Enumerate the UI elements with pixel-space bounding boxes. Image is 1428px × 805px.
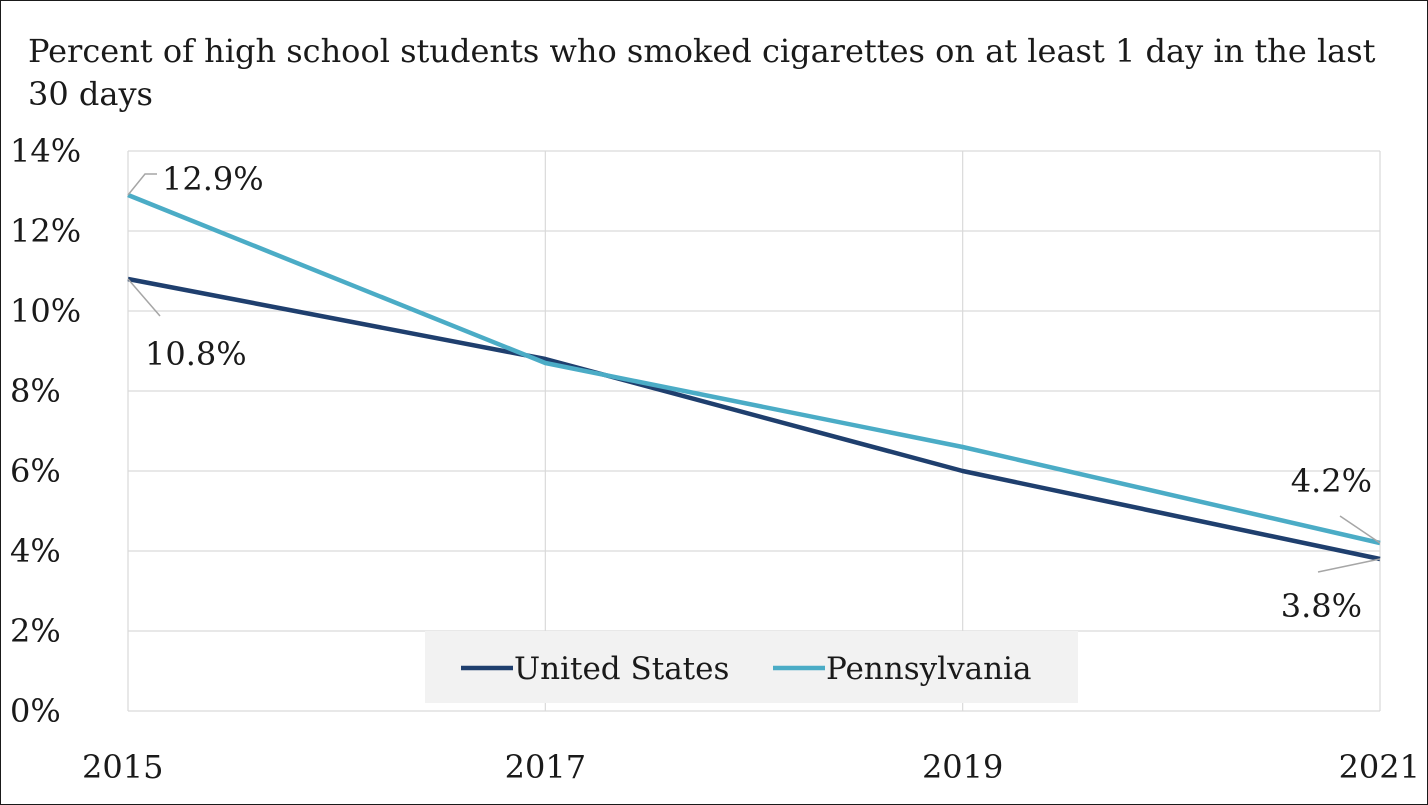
y-tick-label: 6% [10,452,61,490]
legend-label: Pennsylvania [826,651,1031,687]
y-tick-label: 10% [10,292,81,330]
data-label: 4.2% [1291,462,1372,500]
series-line-united-states [127,276,1381,562]
legend-box [425,631,1078,703]
leader-line [1317,558,1381,573]
y-tick-label: 0% [10,692,61,730]
data-label: 3.8% [1281,587,1362,625]
x-tick-label: 2015 [82,748,163,786]
data-label: 12.9% [162,160,264,198]
x-tick-label: 2017 [505,748,586,786]
y-tick-label: 12% [10,212,81,250]
chart-title: Percent of high school students who smok… [28,32,1376,113]
x-tick-label: 2021 [1339,748,1420,786]
series-line-pennsylvania [127,192,1381,546]
leader-line [1339,515,1381,544]
y-tick-label: 14% [10,132,81,170]
y-tick-label: 4% [10,532,61,570]
y-tick-label: 2% [10,612,61,650]
y-tick-label: 8% [10,372,61,410]
x-tick-label: 2019 [922,748,1003,786]
data-label: 10.8% [145,335,247,373]
legend-label: United States [514,651,729,687]
leader-line [127,278,161,317]
leader-line [127,173,157,196]
